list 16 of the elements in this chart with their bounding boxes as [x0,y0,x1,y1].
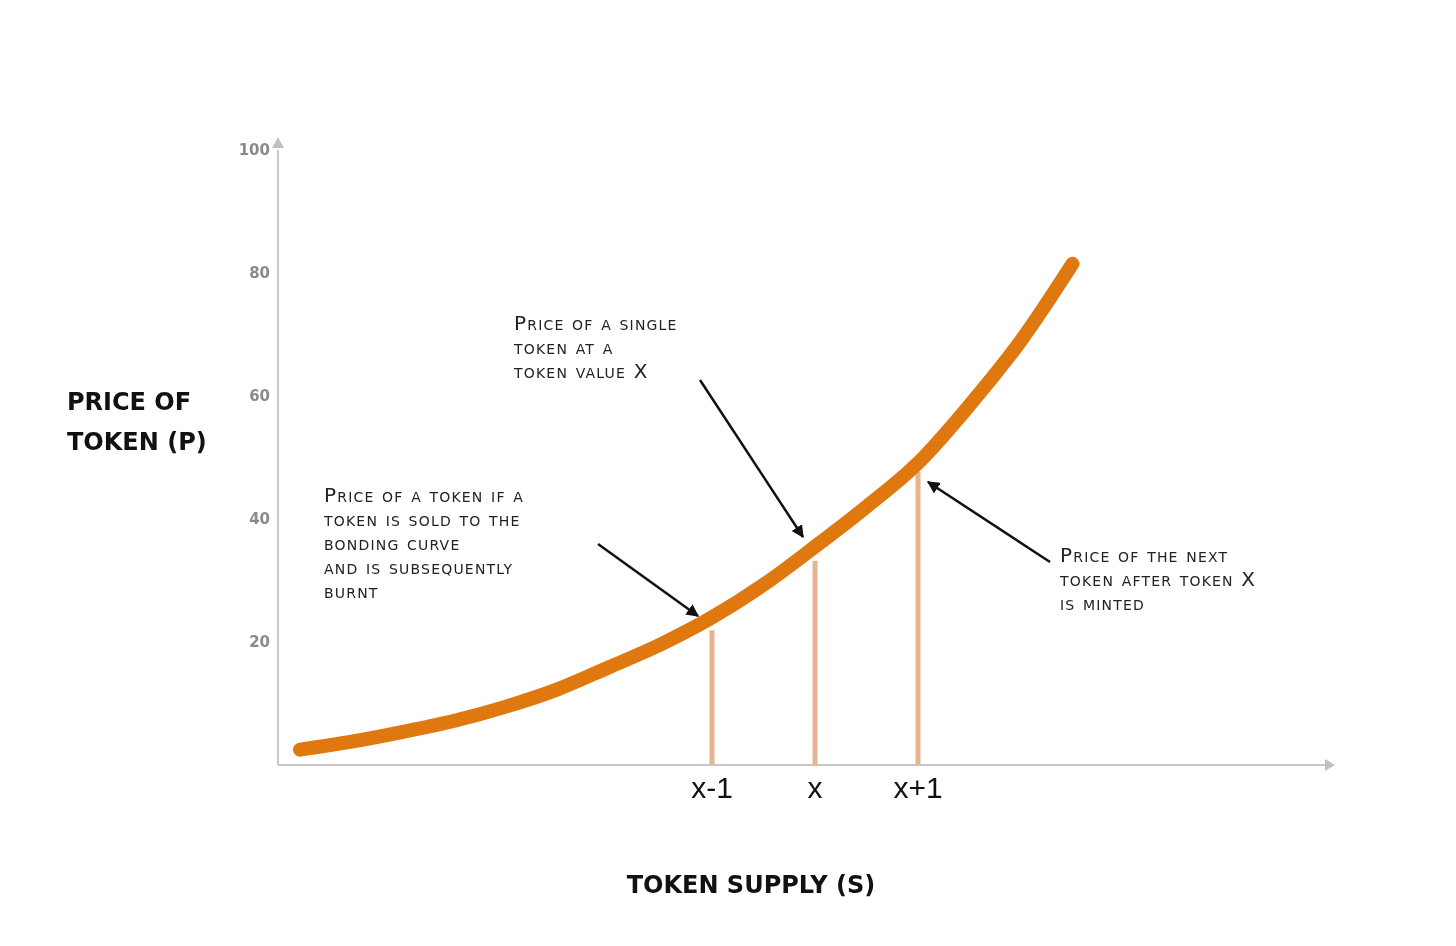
y-tick-label: 40 [249,510,270,529]
x-tick-label: x-1 [691,771,733,804]
annotation: Price of the next token after token X is minted [1059,543,1257,615]
annotation: Price of a single token at a token value X [513,311,678,383]
y-tick-label: 20 [249,633,270,652]
y-axis-title: PRICE OF TOKEN (P) [67,388,207,456]
bar [709,630,715,765]
x-tick-label: x [807,771,823,804]
bar [915,471,921,765]
y-tick-label: 60 [249,387,270,406]
x-tick-label: x+1 [893,771,943,804]
bar [812,560,818,765]
y-tick-label: 100 [238,141,270,160]
y-tick-label: 80 [249,264,270,283]
annotation: Price of a token if a token is sold to the bonding curve and is subsequently burnt [323,483,525,603]
x-axis-title: TOKEN SUPPLY (S) [626,871,876,899]
